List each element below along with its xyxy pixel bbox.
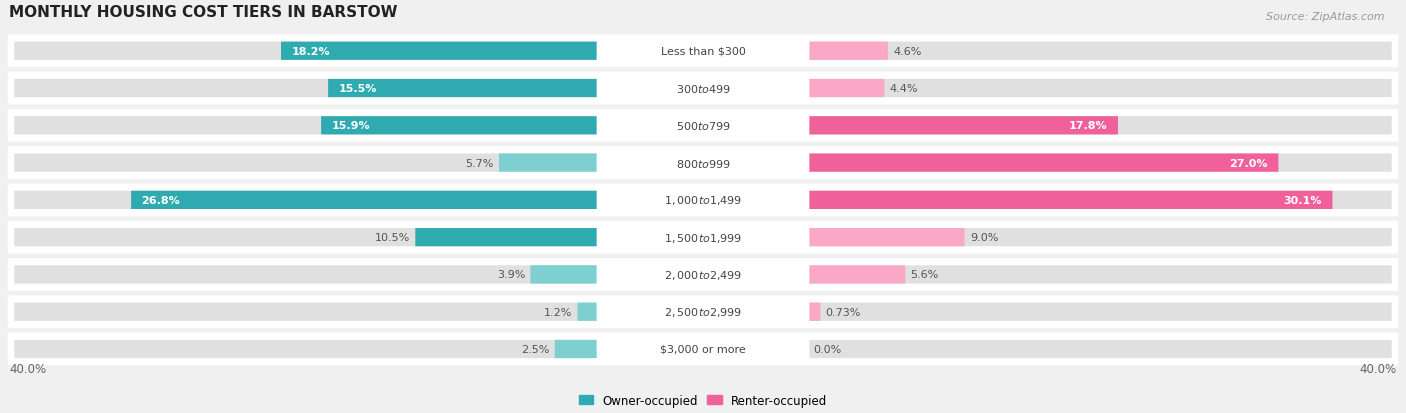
FancyBboxPatch shape <box>596 150 810 176</box>
Text: 40.0%: 40.0% <box>1360 362 1398 375</box>
Text: 0.73%: 0.73% <box>825 307 860 317</box>
FancyBboxPatch shape <box>807 303 1392 321</box>
FancyBboxPatch shape <box>807 303 820 321</box>
Text: Less than $300: Less than $300 <box>661 47 745 57</box>
Text: $1,500 to $1,999: $1,500 to $1,999 <box>664 231 742 244</box>
FancyBboxPatch shape <box>807 266 1392 284</box>
FancyBboxPatch shape <box>807 228 1392 247</box>
Legend: Owner-occupied, Renter-occupied: Owner-occupied, Renter-occupied <box>574 389 832 411</box>
Text: 9.0%: 9.0% <box>970 233 998 242</box>
FancyBboxPatch shape <box>596 188 810 213</box>
Text: $1,000 to $1,499: $1,000 to $1,499 <box>664 194 742 207</box>
FancyBboxPatch shape <box>131 191 599 209</box>
Text: 10.5%: 10.5% <box>375 233 411 242</box>
FancyBboxPatch shape <box>596 76 810 102</box>
FancyBboxPatch shape <box>596 225 810 250</box>
Text: $2,500 to $2,999: $2,500 to $2,999 <box>664 306 742 318</box>
Text: 2.5%: 2.5% <box>522 344 550 354</box>
FancyBboxPatch shape <box>807 191 1392 209</box>
FancyBboxPatch shape <box>321 117 599 135</box>
Text: 15.9%: 15.9% <box>332 121 370 131</box>
Text: 30.1%: 30.1% <box>1284 195 1322 205</box>
FancyBboxPatch shape <box>807 43 887 61</box>
FancyBboxPatch shape <box>807 43 1392 61</box>
FancyBboxPatch shape <box>807 154 1392 172</box>
Text: 5.6%: 5.6% <box>911 270 939 280</box>
Text: $500 to $799: $500 to $799 <box>675 120 731 132</box>
Text: 40.0%: 40.0% <box>8 362 46 375</box>
Text: Source: ZipAtlas.com: Source: ZipAtlas.com <box>1267 12 1385 22</box>
FancyBboxPatch shape <box>7 333 1399 366</box>
FancyBboxPatch shape <box>596 299 810 325</box>
FancyBboxPatch shape <box>7 259 1399 291</box>
FancyBboxPatch shape <box>7 109 1399 142</box>
FancyBboxPatch shape <box>499 154 599 172</box>
FancyBboxPatch shape <box>14 117 599 135</box>
Text: MONTHLY HOUSING COST TIERS IN BARSTOW: MONTHLY HOUSING COST TIERS IN BARSTOW <box>8 5 398 20</box>
FancyBboxPatch shape <box>14 191 599 209</box>
FancyBboxPatch shape <box>596 336 810 362</box>
FancyBboxPatch shape <box>14 266 599 284</box>
FancyBboxPatch shape <box>14 154 599 172</box>
FancyBboxPatch shape <box>328 80 599 98</box>
Text: 0.0%: 0.0% <box>813 344 841 354</box>
Text: 4.4%: 4.4% <box>890 84 918 94</box>
FancyBboxPatch shape <box>7 35 1399 68</box>
FancyBboxPatch shape <box>7 296 1399 328</box>
FancyBboxPatch shape <box>807 228 965 247</box>
FancyBboxPatch shape <box>7 184 1399 217</box>
FancyBboxPatch shape <box>807 117 1392 135</box>
Text: 5.7%: 5.7% <box>465 158 494 168</box>
Text: 3.9%: 3.9% <box>496 270 526 280</box>
Text: 1.2%: 1.2% <box>544 307 572 317</box>
Text: $2,000 to $2,499: $2,000 to $2,499 <box>664 268 742 281</box>
FancyBboxPatch shape <box>596 262 810 287</box>
FancyBboxPatch shape <box>578 303 599 321</box>
FancyBboxPatch shape <box>14 43 599 61</box>
Text: 26.8%: 26.8% <box>142 195 180 205</box>
FancyBboxPatch shape <box>807 154 1278 172</box>
FancyBboxPatch shape <box>555 340 599 358</box>
FancyBboxPatch shape <box>7 72 1399 105</box>
Text: 18.2%: 18.2% <box>291 47 330 57</box>
Text: 27.0%: 27.0% <box>1229 158 1268 168</box>
Text: $800 to $999: $800 to $999 <box>675 157 731 169</box>
FancyBboxPatch shape <box>14 303 599 321</box>
Text: 17.8%: 17.8% <box>1069 121 1108 131</box>
Text: 15.5%: 15.5% <box>339 84 377 94</box>
FancyBboxPatch shape <box>807 80 884 98</box>
FancyBboxPatch shape <box>596 39 810 64</box>
Text: $3,000 or more: $3,000 or more <box>661 344 745 354</box>
FancyBboxPatch shape <box>596 113 810 139</box>
FancyBboxPatch shape <box>7 221 1399 254</box>
Text: $300 to $499: $300 to $499 <box>675 83 731 95</box>
FancyBboxPatch shape <box>14 228 599 247</box>
FancyBboxPatch shape <box>807 80 1392 98</box>
FancyBboxPatch shape <box>807 191 1333 209</box>
FancyBboxPatch shape <box>530 266 599 284</box>
FancyBboxPatch shape <box>415 228 599 247</box>
FancyBboxPatch shape <box>281 43 599 61</box>
FancyBboxPatch shape <box>807 266 905 284</box>
FancyBboxPatch shape <box>14 80 599 98</box>
FancyBboxPatch shape <box>14 340 599 358</box>
FancyBboxPatch shape <box>807 117 1118 135</box>
FancyBboxPatch shape <box>807 340 1392 358</box>
Text: 4.6%: 4.6% <box>893 47 921 57</box>
FancyBboxPatch shape <box>7 147 1399 180</box>
